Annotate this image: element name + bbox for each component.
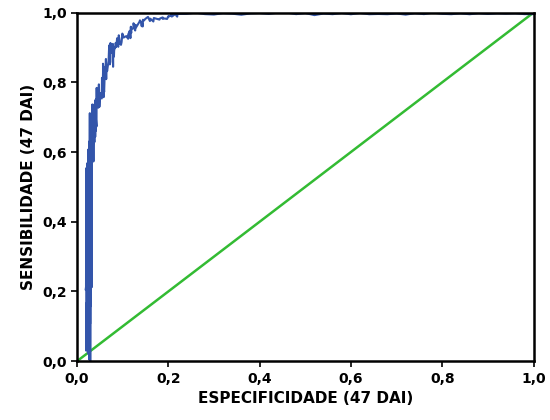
X-axis label: ESPECIFICIDADE (47 DAI): ESPECIFICIDADE (47 DAI)	[197, 391, 413, 406]
Y-axis label: SENSIBILIDADE (47 DAI): SENSIBILIDADE (47 DAI)	[21, 84, 36, 290]
